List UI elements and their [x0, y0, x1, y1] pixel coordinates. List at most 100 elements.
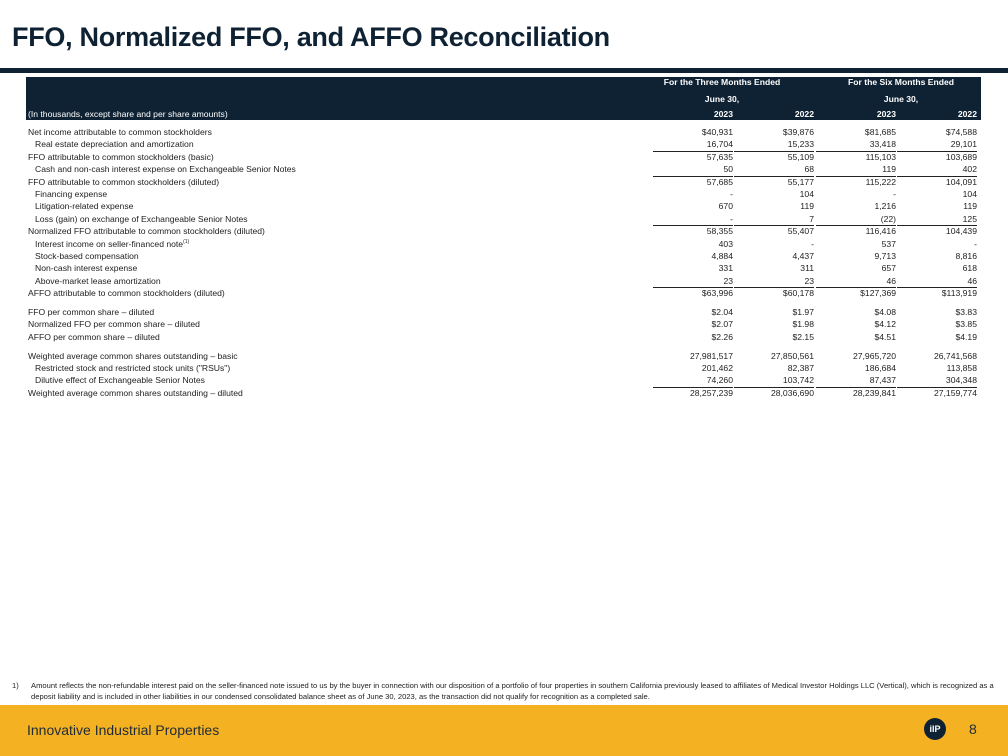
row-value: $2.26 — [711, 331, 733, 342]
reconciliation-table: Net income attributable to common stockh… — [26, 126, 981, 399]
table-row: Weighted average common shares outstandi… — [26, 350, 981, 362]
row-value: - — [730, 188, 733, 199]
row-value: 74,260 — [653, 374, 733, 388]
row-value: 104,439 — [945, 226, 977, 237]
row-value: 119 — [816, 163, 896, 177]
row-label: Interest income on seller-financed note(… — [35, 238, 190, 249]
row-value: $4.12 — [874, 319, 896, 330]
table-row: FFO per common share – diluted $2.04 $1.97… — [26, 306, 981, 318]
row-value: $113,919 — [941, 288, 977, 299]
logo-text: iIP — [929, 724, 941, 734]
row-value: 50 — [653, 163, 733, 177]
table-header: For the Three Months Ended June 30, For … — [26, 77, 981, 120]
row-value: 55,407 — [787, 226, 814, 237]
header-three-months: For the Three Months Ended — [663, 77, 781, 87]
table-row: Restricted stock and restricted stock un… — [26, 362, 981, 374]
table-row: AFFO attributable to common stockholders… — [26, 287, 981, 299]
table-row: Non-cash interest expense 331 311 657 618 — [26, 262, 981, 274]
row-value: 311 — [800, 263, 814, 274]
row-value: $63,996 — [701, 288, 733, 299]
table-row: Above-market lease amortization 23 23 46 46 — [26, 275, 981, 289]
row-value: 201,462 — [701, 363, 733, 374]
row-label: Loss (gain) on exchange of Exchangeable … — [35, 213, 248, 224]
row-value: 28,036,690 — [770, 387, 814, 398]
table-row: FFO attributable to common stockholders … — [26, 151, 981, 163]
row-value: 670 — [718, 201, 733, 212]
table-row: AFFO per common share – diluted $2.26 $2.1… — [26, 331, 981, 343]
page-title: FFO, Normalized FFO, and AFFO Reconcilia… — [12, 22, 610, 52]
row-value: 57,685 — [706, 176, 733, 187]
row-value: 26,741,568 — [933, 350, 977, 361]
row-value: 9,713 — [874, 250, 896, 261]
row-value: 29,101 — [897, 138, 977, 152]
row-label: Cash and non-cash interest expense on Ex… — [35, 164, 296, 175]
row-label: Above-market lease amortization — [35, 275, 161, 286]
row-value: 46 — [816, 275, 896, 289]
row-value: 55,109 — [787, 151, 814, 162]
row-value: 27,965,720 — [852, 350, 896, 361]
row-value: $39,876 — [782, 127, 814, 137]
row-value: 46 — [897, 275, 977, 289]
footer-bar: Innovative Industrial Properties iIP 8 — [0, 705, 1008, 756]
row-value: 537 — [881, 238, 896, 249]
row-label: FFO attributable to common stockholders … — [28, 176, 220, 187]
row-label: AFFO per common share – diluted — [28, 331, 160, 342]
row-label: FFO per common share – diluted — [28, 306, 155, 317]
header-year-ytd-2022: 2022 — [957, 109, 977, 119]
company-logo-icon: iIP — [924, 718, 946, 740]
header-year-q-2022: 2022 — [794, 109, 814, 119]
header-six-months-date: June 30, — [883, 94, 919, 104]
row-value: 68 — [734, 163, 814, 177]
row-value: 8,816 — [955, 250, 977, 261]
header-row-label: (In thousands, except share and per shar… — [28, 109, 228, 119]
header-three-months-date: June 30, — [704, 94, 740, 104]
table-row: Interest income on seller-financed note(… — [26, 238, 981, 250]
row-value: $3.83 — [955, 306, 977, 317]
row-value: $4.19 — [955, 331, 977, 342]
row-value: 82,387 — [787, 363, 814, 374]
row-value: $2.04 — [711, 306, 733, 317]
row-value: (22) — [816, 213, 896, 227]
table-row: Normalized FFO per common share – dilute… — [26, 318, 981, 330]
row-value: $40,931 — [701, 127, 733, 137]
row-value: 186,684 — [864, 363, 896, 374]
table-row: Loss (gain) on exchange of Exchangeable … — [26, 213, 981, 227]
row-value: 28,257,239 — [689, 387, 733, 398]
row-value: 27,159,774 — [933, 387, 977, 398]
row-value: 115,103 — [865, 151, 896, 162]
row-value: - — [811, 238, 814, 249]
title-divider — [0, 68, 1008, 73]
footnote-number: 1) — [12, 681, 19, 690]
table-row: Real estate depreciation and amortizatio… — [26, 138, 981, 152]
row-value: 27,981,517 — [689, 350, 733, 361]
row-value: - — [653, 213, 733, 227]
row-value: - — [893, 188, 896, 199]
row-value: 27,850,561 — [770, 350, 814, 361]
row-value: 119 — [963, 201, 977, 212]
row-label: Net income attributable to common stockh… — [28, 127, 212, 137]
footnote-marker: (1) — [183, 238, 190, 245]
row-label: Financing expense — [35, 188, 108, 199]
row-value: $127,369 — [860, 288, 896, 299]
row-label: Restricted stock and restricted stock un… — [35, 363, 231, 374]
row-value: 1,216 — [874, 201, 896, 212]
row-label: Normalized FFO attributable to common st… — [28, 226, 265, 237]
row-value: 16,704 — [653, 138, 733, 152]
table-row: Normalized FFO attributable to common st… — [26, 225, 981, 237]
row-value: $4.51 — [874, 331, 896, 342]
row-value: 55,177 — [787, 176, 814, 187]
row-value: $60,178 — [782, 288, 814, 299]
row-value: 113,858 — [946, 363, 977, 374]
row-value: 103,742 — [734, 374, 814, 388]
row-value: 33,418 — [816, 138, 896, 152]
row-value: 4,884 — [711, 250, 733, 261]
row-value: $2.15 — [792, 331, 814, 342]
table-row: Stock-based compensation 4,884 4,437 9,713 8… — [26, 250, 981, 262]
row-value: $4.08 — [874, 306, 896, 317]
row-value: 403 — [718, 238, 733, 249]
row-label: FFO attributable to common stockholders … — [28, 151, 214, 162]
row-value: 15,233 — [734, 138, 814, 152]
row-value: $74,588 — [945, 127, 977, 137]
row-value: 104,091 — [945, 176, 977, 187]
row-value: 119 — [800, 201, 814, 212]
